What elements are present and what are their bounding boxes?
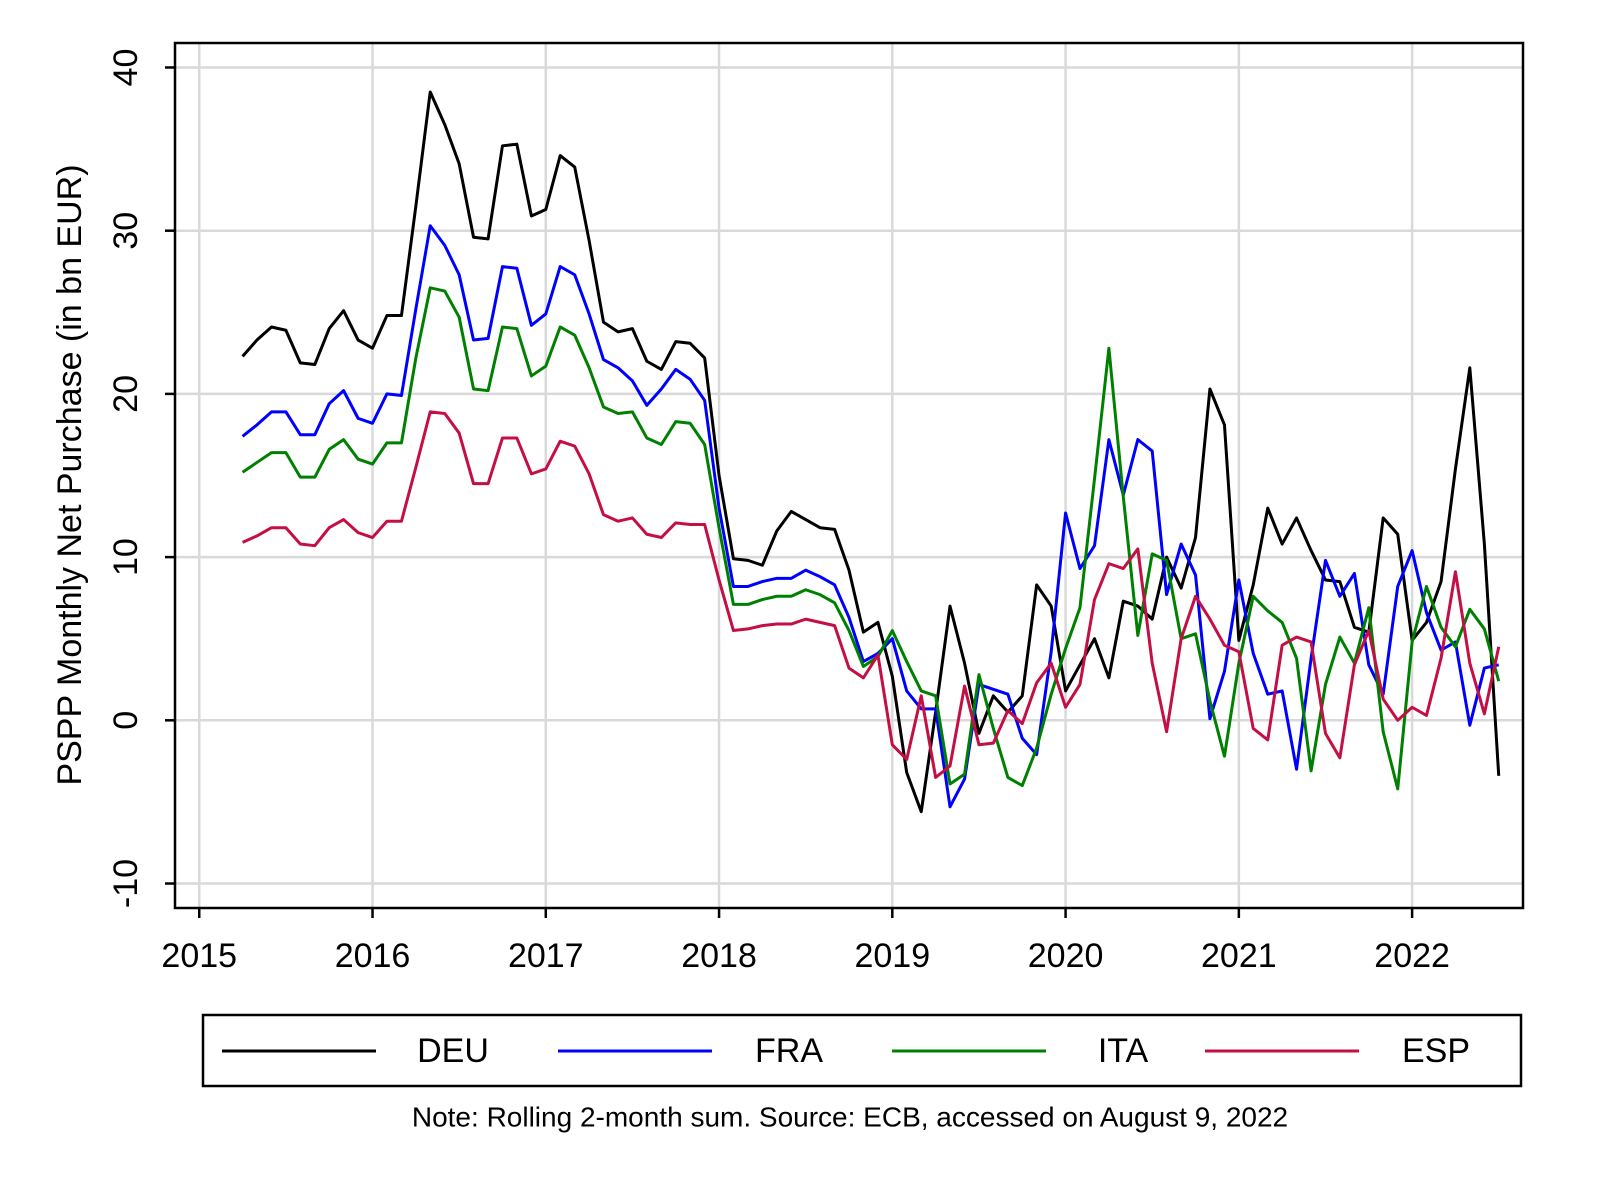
x-tick-label: 2016 xyxy=(335,937,411,975)
plot-frame xyxy=(173,41,1525,910)
legend-label: DEU xyxy=(417,1032,489,1070)
legend-box xyxy=(201,1013,1523,1088)
legend-label: ESP xyxy=(1402,1032,1470,1070)
legend-label: FRA xyxy=(755,1032,823,1070)
legend-label: ITA xyxy=(1098,1032,1149,1070)
y-tick-label: -10 xyxy=(107,859,145,908)
y-tick-label: 10 xyxy=(107,538,145,576)
line-series xyxy=(241,410,1501,779)
x-tick-label: 2020 xyxy=(1028,937,1104,975)
line-series xyxy=(241,224,1500,809)
y-tick-label: 0 xyxy=(107,711,145,730)
y-tick-label: 20 xyxy=(107,375,145,413)
x-tick-label: 2017 xyxy=(508,937,584,975)
x-tick-label: 2021 xyxy=(1201,937,1277,975)
x-tick-label: 2018 xyxy=(681,937,757,975)
y-tick-label: 30 xyxy=(107,212,145,250)
x-tick-label: 2019 xyxy=(854,937,930,975)
y-axis-label: PSPP Monthly Net Purchase (in bn EUR) xyxy=(51,164,89,785)
line-series xyxy=(241,90,1501,814)
note: Note: Rolling 2-month sum. Source: ECB, … xyxy=(412,1101,1288,1132)
y-tick-label: 40 xyxy=(107,49,145,87)
x-tick-label: 2022 xyxy=(1374,937,1450,975)
x-tick-label: 2015 xyxy=(161,937,237,975)
